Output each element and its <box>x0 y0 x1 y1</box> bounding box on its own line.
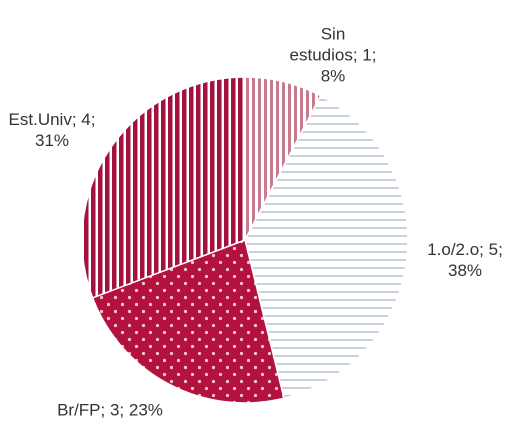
pie-slice <box>91 238 285 404</box>
slice-label: Br/FP; 3; 23% <box>57 400 163 420</box>
pie-slice <box>81 76 246 299</box>
slice-label: Sin estudios; 1; 8% <box>289 24 377 86</box>
slice-label: 1.o/2.o; 5; 38% <box>427 240 503 280</box>
slice-label: Est.Univ; 4; 31% <box>8 110 96 150</box>
pie-slice <box>244 94 409 400</box>
